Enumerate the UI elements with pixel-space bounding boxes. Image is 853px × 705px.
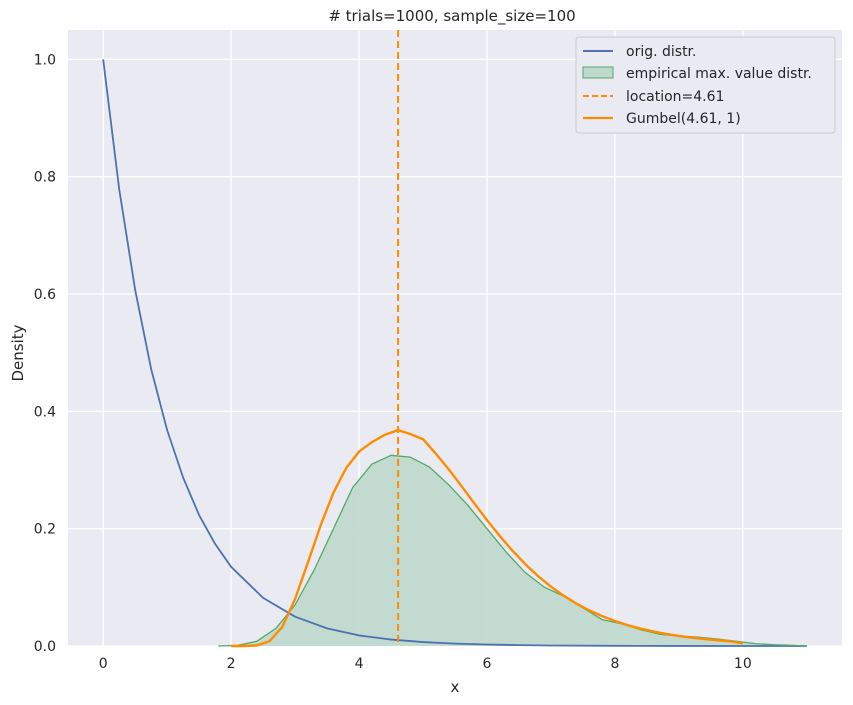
y-tick-label: 0.8 <box>34 170 56 186</box>
x-tick-label: 0 <box>99 656 108 672</box>
legend-handle-empirical <box>582 66 614 79</box>
empirical-area <box>218 455 807 646</box>
y-axis-label: Density <box>9 324 27 381</box>
y-tick-label: 0.0 <box>34 639 56 655</box>
empirical-outline <box>218 454 807 647</box>
gumbel-line <box>231 428 744 648</box>
legend: orig. distr. empirical max. value distr.… <box>575 36 836 134</box>
x-tick-label: 6 <box>483 656 492 672</box>
x-tick-label: 8 <box>610 656 619 672</box>
y-tick-label: 0.2 <box>34 522 56 538</box>
x-tick-label: 10 <box>734 656 752 672</box>
x-tick-label: 2 <box>227 656 236 672</box>
legend-label-location: location=4.61 <box>626 89 724 105</box>
y-tick-label: 1.0 <box>34 52 56 68</box>
y-tick-label: 0.6 <box>34 287 56 303</box>
legend-label-gumbel: Gumbel(4.61, 1) <box>626 111 741 127</box>
legend-label-orig: orig. distr. <box>626 44 696 60</box>
orig-distr-line <box>102 59 807 647</box>
y-tick-label: 0.4 <box>34 404 56 420</box>
x-axis-label: x <box>451 678 460 696</box>
legend-box <box>575 36 836 134</box>
chart-title: # trials=1000, sample_size=100 <box>328 7 575 26</box>
x-tick-label: 4 <box>355 656 364 672</box>
legend-label-empirical: empirical max. value distr. <box>626 66 812 82</box>
